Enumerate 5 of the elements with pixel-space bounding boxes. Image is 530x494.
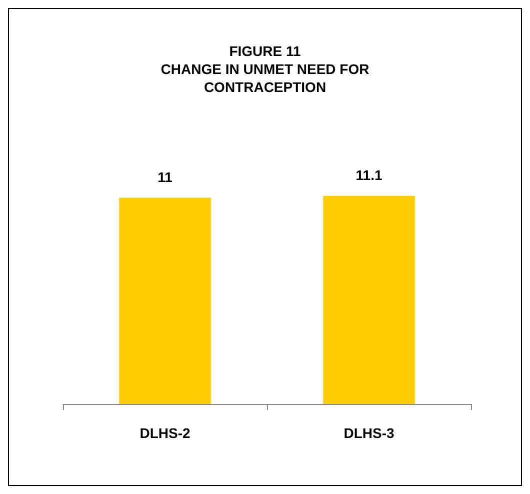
x-tick-label: DLHS-2 [140,425,190,441]
data-label: 11 [158,168,173,185]
chart-title: FIGURE 11 CHANGE IN UNMET NEED FOR CONTRACEPTION [160,43,370,95]
data-label: 11.1 [356,166,382,183]
x-tick-label: DLHS-3 [344,425,394,441]
